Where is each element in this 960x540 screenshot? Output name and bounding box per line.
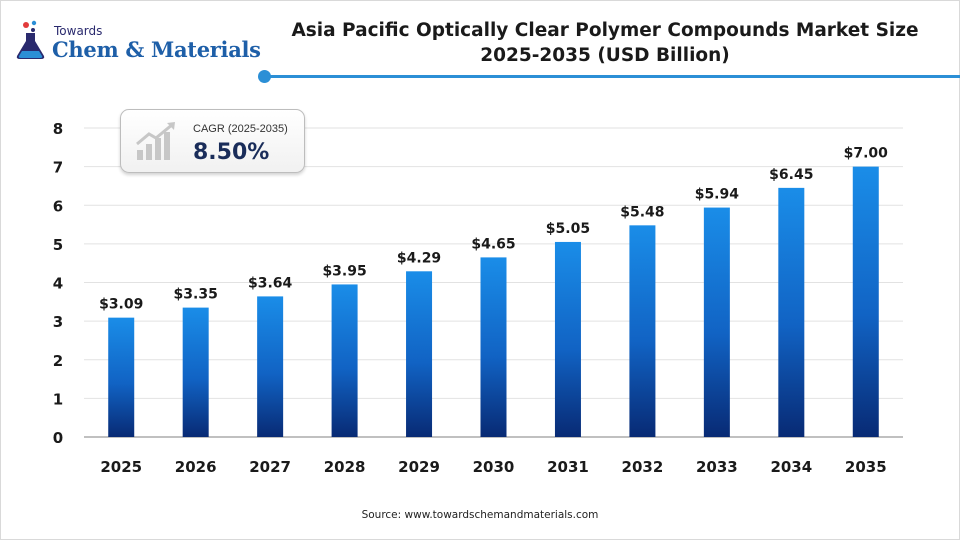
- bar: [852, 166, 879, 437]
- data-label: $3.95: [322, 263, 366, 279]
- data-label: $5.05: [546, 221, 590, 237]
- bar: [257, 296, 284, 437]
- x-tick-label: 2026: [175, 458, 217, 476]
- x-tick-label: 2027: [249, 458, 291, 476]
- title-underline: [268, 75, 960, 78]
- x-tick-label: 2025: [100, 458, 142, 476]
- chart-title: Asia Pacific Optically Clear Polymer Com…: [291, 20, 919, 66]
- title-underline-dot: [258, 70, 271, 83]
- brand-logo: Towards Chem & Materials: [14, 18, 264, 68]
- cagr-value: 8.50%: [193, 140, 270, 165]
- y-tick-label: 7: [53, 159, 63, 177]
- bar: [554, 241, 581, 437]
- y-tick-label: 4: [53, 275, 63, 293]
- data-label: $3.35: [174, 287, 218, 303]
- data-label: $4.29: [397, 250, 441, 266]
- x-tick-label: 2031: [547, 458, 589, 476]
- data-label: $3.64: [248, 275, 293, 291]
- x-tick-label: 2035: [845, 458, 887, 476]
- data-label: $5.48: [620, 204, 664, 220]
- x-tick-label: 2033: [696, 458, 738, 476]
- data-label: $7.00: [844, 146, 889, 162]
- bar: [108, 317, 135, 437]
- bar: [406, 271, 433, 437]
- y-tick-label: 2: [53, 352, 63, 370]
- y-tick-label: 6: [53, 197, 63, 215]
- bar: [778, 187, 805, 437]
- bar: [703, 207, 730, 437]
- y-tick-label: 8: [53, 120, 63, 138]
- x-tick-label: 2032: [622, 458, 664, 476]
- bar: [331, 284, 358, 437]
- cagr-label: CAGR (2025-2035): [193, 123, 288, 135]
- cagr-callout: CAGR (2025-2035) 8.50%: [120, 109, 305, 173]
- y-tick-label: 1: [53, 390, 63, 408]
- data-label: $4.65: [471, 236, 515, 252]
- x-tick-label: 2029: [398, 458, 440, 476]
- brand-name: Chem & Materials: [52, 37, 261, 62]
- brand-small-text: Towards: [54, 24, 103, 38]
- x-tick-label: 2030: [473, 458, 515, 476]
- data-label: $3.09: [99, 297, 143, 313]
- y-tick-label: 3: [53, 313, 63, 331]
- data-label: $5.94: [695, 187, 740, 203]
- growth-chart-icon: [136, 122, 175, 160]
- flask-icon: [16, 20, 45, 59]
- x-tick-label: 2034: [770, 458, 812, 476]
- y-tick-label: 0: [53, 429, 63, 447]
- data-label: $6.45: [769, 167, 813, 183]
- x-tick-label: 2028: [324, 458, 366, 476]
- bar: [629, 225, 656, 437]
- source-note: Source: www.towardschemandmaterials.com: [361, 509, 599, 521]
- y-tick-label: 5: [53, 236, 63, 254]
- bar: [182, 307, 209, 437]
- bar: [480, 257, 507, 437]
